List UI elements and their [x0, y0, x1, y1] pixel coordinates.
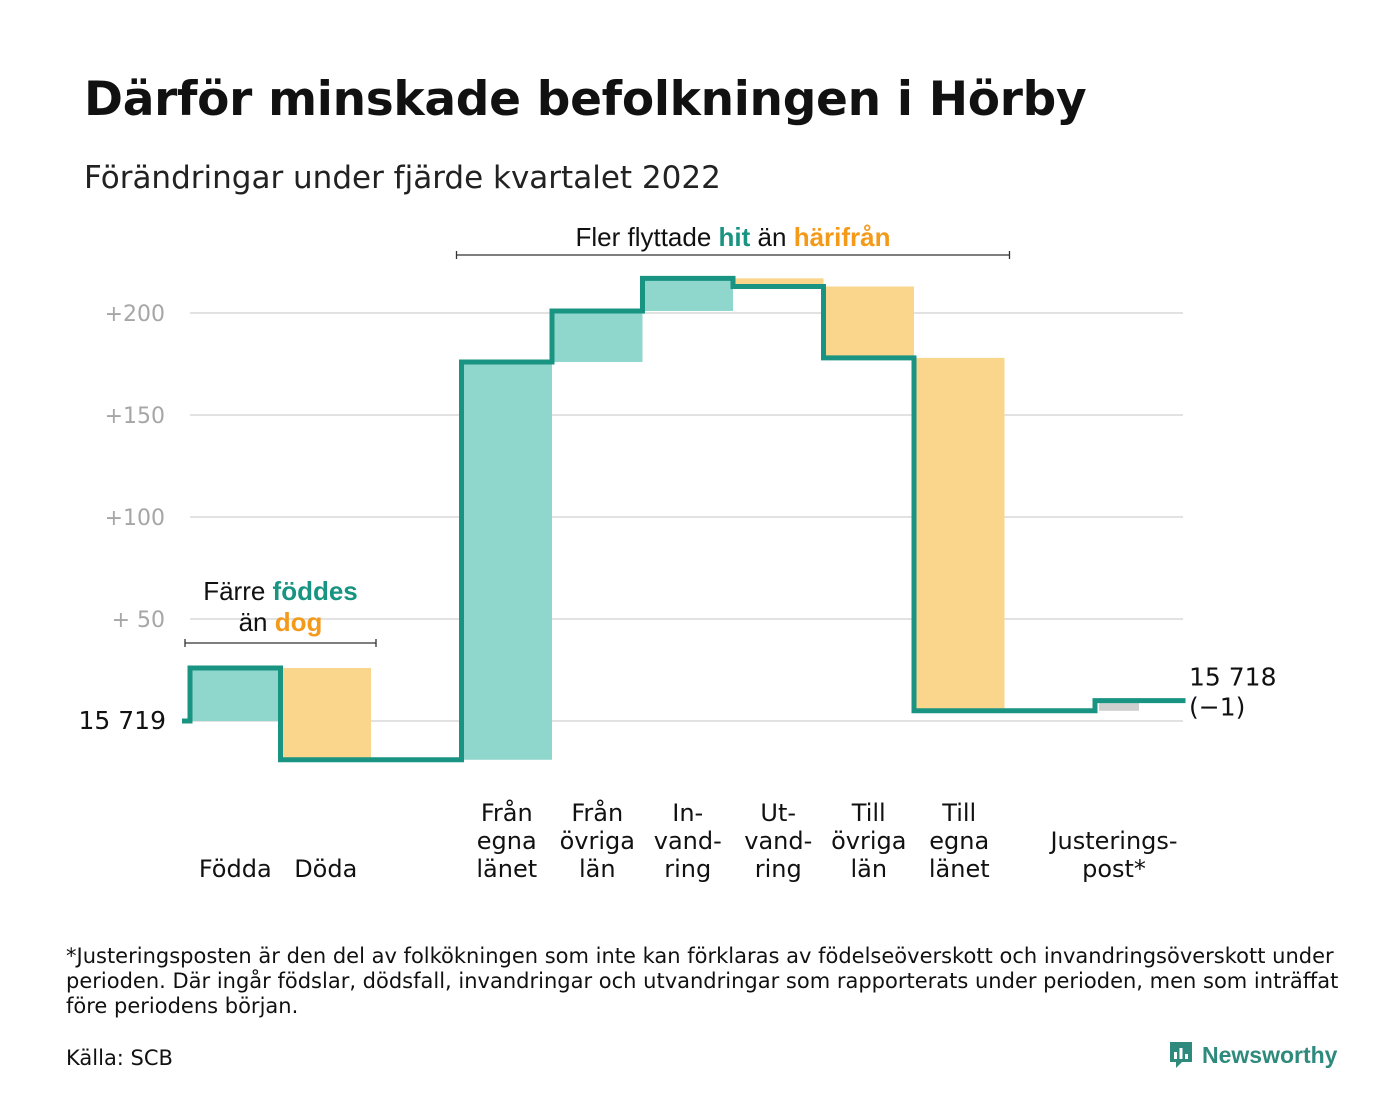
end-value-label: 15 718: [1189, 663, 1276, 692]
waterfall-bar: [552, 310, 643, 362]
waterfall-bar: [280, 667, 371, 760]
category-label: länet: [476, 855, 537, 883]
category-label: vand-: [744, 827, 812, 855]
annotation-text: än dog: [239, 607, 323, 637]
annotation-text-run: hit: [719, 222, 751, 252]
waterfall-bar: [461, 361, 552, 760]
category-label: län: [579, 855, 616, 883]
start-value-label: 15 719: [79, 706, 166, 735]
category-label: ring: [755, 855, 802, 883]
end-value-label: (−1): [1189, 693, 1245, 722]
brand[interactable]: Newsworthy: [1168, 1040, 1337, 1070]
waterfall-bar: [190, 667, 281, 721]
chart-title: Därför minskade befolkningen i Hörby: [84, 72, 1087, 127]
category-label: Justerings-: [1048, 827, 1177, 855]
waterfall-bar: [823, 286, 914, 358]
annotation-text-run: än: [239, 607, 275, 637]
footnote: *Justeringsposten är den del av folkökni…: [66, 944, 1339, 1018]
level-step-line: [182, 275, 1186, 763]
category-label: Från: [571, 798, 623, 827]
annotation-text: Färre föddes: [203, 576, 358, 606]
annotation-text-run: Fler flyttade: [575, 222, 718, 252]
category-label: vand-: [654, 827, 722, 855]
category-label: post*: [1082, 855, 1146, 883]
category-label: In-: [672, 799, 703, 827]
annotation-text: Fler flyttade hit än härifrån: [575, 222, 890, 252]
waterfall-bar: [914, 357, 1005, 711]
y-tick-label: +150: [105, 404, 165, 429]
waterfall-bar: [1099, 700, 1139, 711]
category-label: övriga: [560, 827, 635, 855]
category-label: Döda: [294, 855, 357, 883]
annotation-text-run: föddes: [273, 576, 358, 606]
newsworthy-logo-icon: [1170, 1042, 1192, 1068]
y-tick-label: +200: [105, 302, 165, 327]
category-label: Till: [851, 799, 886, 827]
annotation-text-run: Färre: [203, 576, 272, 606]
annotation-text-run: än: [750, 222, 793, 252]
brand-name: Newsworthy: [1202, 1041, 1338, 1068]
category-label: Ut-: [760, 799, 796, 827]
waterfall-bar: [642, 278, 733, 311]
category-label: ring: [664, 855, 711, 883]
waterfall-bar: [733, 278, 824, 287]
y-tick-label: +100: [105, 506, 165, 531]
category-label: egna: [929, 827, 989, 855]
category-label: Födda: [199, 855, 272, 883]
category-label: egna: [477, 827, 537, 855]
annotation-text-run: dog: [275, 607, 323, 637]
category-label: Till: [941, 799, 976, 827]
category-label: Från: [481, 798, 533, 827]
category-label: övriga: [831, 827, 906, 855]
category-label: län: [850, 855, 887, 883]
waterfall-chart: +200 +150 +100 + 50 15 719 15 718(−1) Födda Död…: [79, 222, 1277, 883]
annotation-text-run: härifrån: [794, 222, 891, 252]
y-tick-label: + 50: [112, 608, 165, 633]
chart-subtitle: Förändringar under fjärde kvartalet 2022: [84, 160, 721, 196]
category-label: länet: [929, 855, 990, 883]
source-note: Källa: SCB: [66, 1046, 173, 1070]
